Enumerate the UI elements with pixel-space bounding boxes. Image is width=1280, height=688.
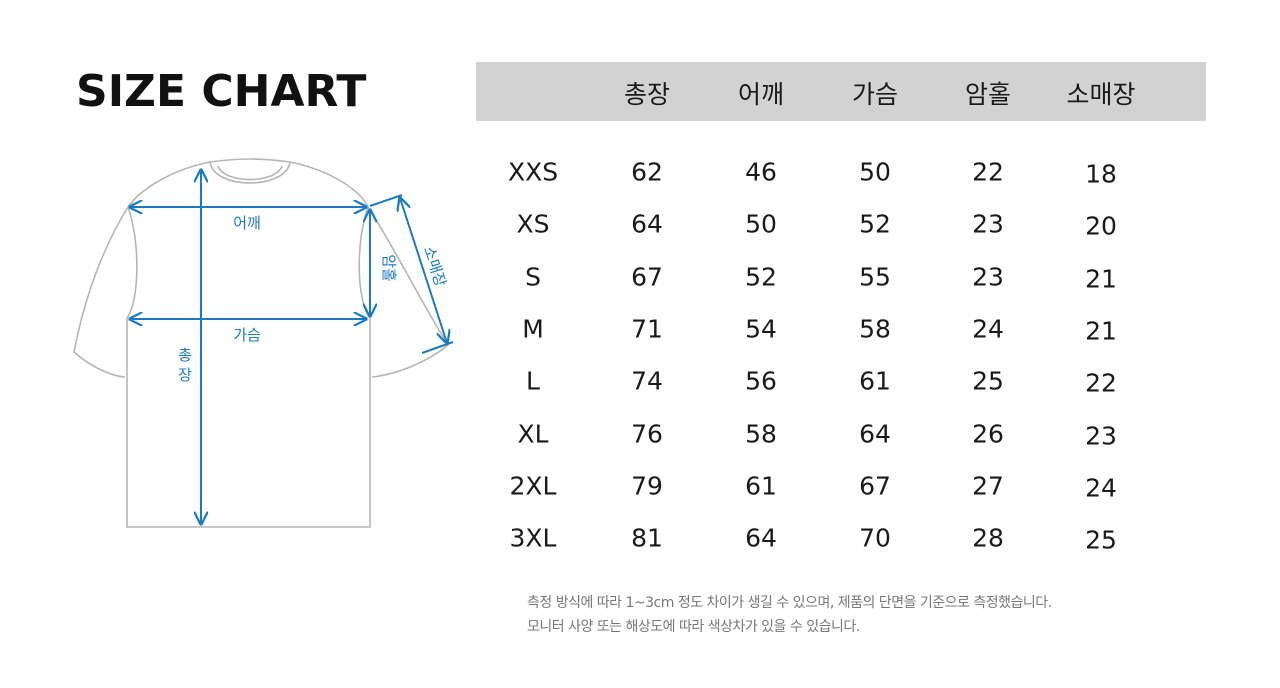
table-cell: 50 — [745, 209, 777, 239]
table-cell: 58 — [859, 314, 891, 344]
table-cell: 74 — [631, 366, 663, 396]
table-cell: 71 — [631, 314, 663, 344]
tshirt-measurement-diagram: 어깨 가슴 암홀 소매장 총 장 — [73, 158, 454, 528]
table-cell: 55 — [859, 262, 891, 292]
column-header: 암홀 — [964, 80, 1011, 109]
table-cell: 52 — [859, 209, 891, 239]
size-label: S — [525, 262, 541, 292]
sleeve-arrow — [400, 198, 447, 343]
table-cell: 25 — [1085, 525, 1117, 555]
table-cell: 64 — [859, 419, 891, 448]
table-cell: 24 — [972, 314, 1004, 344]
size-label: M — [522, 314, 544, 344]
column-header: 가슴 — [851, 80, 898, 109]
size-label: 2XL — [509, 471, 557, 501]
length-label: 장 — [178, 366, 192, 384]
armhole-label: 암홀 — [380, 254, 398, 282]
table-cell: 22 — [972, 157, 1004, 187]
table-cell: 24 — [1085, 473, 1117, 503]
sleeve-label: 소매장 — [420, 244, 450, 289]
size-label: XL — [517, 419, 549, 448]
table-cell: 64 — [745, 523, 777, 553]
table-cell: 54 — [745, 314, 777, 344]
size-label: L — [526, 366, 540, 396]
size-label: XS — [516, 209, 550, 239]
table-cell: 81 — [631, 523, 663, 553]
shoulder-label: 어깨 — [233, 214, 261, 232]
table-cell: 27 — [972, 471, 1004, 501]
table-cell: 28 — [972, 523, 1004, 553]
table-cell: 26 — [972, 419, 1004, 448]
table-cell: 56 — [745, 366, 777, 396]
tshirt-outline — [73, 158, 450, 528]
table-cell: 64 — [631, 209, 663, 239]
table-cell: 58 — [745, 419, 777, 448]
table-cell: 20 — [1085, 211, 1117, 241]
table-cell: 50 — [859, 157, 891, 187]
column-header: 소매장 — [1066, 80, 1136, 109]
table-cell: 70 — [859, 523, 891, 553]
table-cell: 21 — [1085, 316, 1117, 346]
table-cell: 52 — [745, 262, 777, 292]
footnote: 측정 방식에 따라 1~3cm 정도 차이가 생길 수 있으며, 제품의 단면을… — [527, 595, 1052, 611]
table-cell: 79 — [631, 471, 663, 501]
table-cell: 21 — [1085, 264, 1117, 294]
table-cell: 61 — [745, 471, 777, 501]
size-label: 3XL — [509, 523, 557, 553]
footnote: 모니터 사양 또는 해상도에 따라 색상차가 있을 수 있습니다. — [527, 619, 860, 635]
table-cell: 18 — [1085, 159, 1117, 189]
table-cell: 23 — [972, 209, 1004, 239]
table-cell: 67 — [859, 471, 891, 501]
column-header: 총장 — [623, 80, 670, 109]
table-cell: 46 — [745, 157, 777, 187]
table-cell: 67 — [631, 262, 663, 292]
page-title: SIZE CHART — [76, 66, 367, 117]
table-cell: 23 — [1085, 421, 1117, 450]
column-header: 어깨 — [737, 80, 784, 109]
length-label: 총 — [178, 346, 192, 364]
table-cell: 62 — [631, 157, 663, 187]
table-header-band — [476, 62, 1206, 121]
chest-label: 가슴 — [233, 326, 261, 344]
table-cell: 61 — [859, 366, 891, 396]
table-cell: 76 — [631, 419, 663, 448]
size-label: XXS — [507, 157, 559, 187]
table-cell: 22 — [1085, 368, 1117, 398]
table-cell: 23 — [972, 262, 1004, 292]
length-label-char: 총 — [178, 346, 192, 364]
length-label-char: 장 — [178, 366, 192, 384]
table-cell: 25 — [972, 366, 1004, 396]
